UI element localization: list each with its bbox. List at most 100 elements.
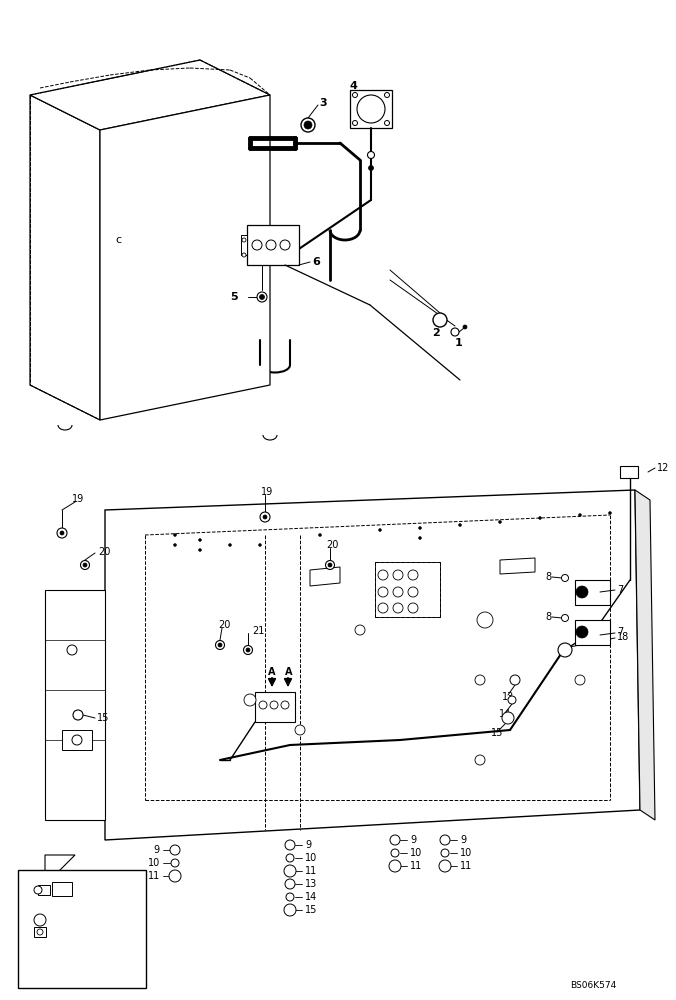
Circle shape: [257, 292, 267, 302]
Circle shape: [326, 560, 335, 570]
Circle shape: [390, 835, 400, 845]
Text: 7: 7: [617, 585, 623, 595]
Bar: [350, 90, 392, 128]
Text: 15: 15: [97, 713, 110, 723]
Text: $A$~: $A$~: [22, 954, 41, 966]
Circle shape: [385, 120, 389, 125]
Circle shape: [73, 710, 83, 720]
Circle shape: [418, 526, 422, 530]
Circle shape: [295, 725, 305, 735]
Circle shape: [408, 603, 418, 613]
Circle shape: [378, 587, 388, 597]
Bar: [247, 225, 299, 265]
Circle shape: [508, 696, 516, 704]
Text: 11: 11: [460, 861, 473, 871]
Circle shape: [575, 675, 585, 685]
Text: 7: 7: [617, 627, 623, 637]
Circle shape: [433, 313, 447, 327]
Circle shape: [355, 625, 365, 635]
Text: 6: 6: [312, 257, 320, 267]
Text: 20: 20: [326, 540, 339, 550]
Circle shape: [284, 865, 296, 877]
Circle shape: [475, 675, 485, 685]
Circle shape: [357, 95, 385, 123]
Circle shape: [228, 544, 231, 546]
Circle shape: [284, 904, 296, 916]
Circle shape: [243, 646, 253, 654]
Circle shape: [244, 694, 256, 706]
Circle shape: [391, 849, 399, 857]
Circle shape: [352, 120, 358, 125]
Circle shape: [286, 893, 294, 901]
Circle shape: [440, 835, 450, 845]
Text: 21: 21: [252, 626, 264, 636]
Circle shape: [393, 587, 403, 597]
Bar: [375, 562, 440, 617]
Circle shape: [458, 524, 462, 526]
Circle shape: [439, 860, 451, 872]
Polygon shape: [45, 590, 105, 820]
Circle shape: [352, 93, 358, 98]
Bar: [34, 927, 46, 937]
Circle shape: [463, 325, 467, 329]
Polygon shape: [635, 490, 655, 820]
Circle shape: [393, 570, 403, 580]
Text: 9: 9: [410, 835, 416, 845]
Circle shape: [37, 929, 43, 935]
Polygon shape: [30, 60, 270, 130]
Text: 11: 11: [305, 866, 317, 876]
Circle shape: [242, 238, 246, 242]
Text: 9: 9: [154, 845, 160, 855]
Circle shape: [408, 587, 418, 597]
Circle shape: [328, 563, 332, 567]
Circle shape: [281, 701, 289, 709]
Circle shape: [562, 614, 569, 621]
Circle shape: [389, 860, 401, 872]
Text: 3: 3: [319, 98, 327, 108]
Circle shape: [368, 165, 374, 170]
Circle shape: [304, 121, 312, 129]
Text: 11: 11: [148, 871, 160, 881]
Circle shape: [378, 603, 388, 613]
Circle shape: [218, 643, 222, 647]
Text: BS06K574: BS06K574: [570, 980, 617, 990]
Text: 8: 8: [545, 612, 551, 622]
Circle shape: [285, 840, 295, 850]
Text: 18: 18: [617, 632, 629, 642]
Bar: [575, 580, 610, 605]
Circle shape: [174, 544, 176, 546]
Circle shape: [475, 755, 485, 765]
Circle shape: [378, 570, 388, 580]
Circle shape: [258, 544, 262, 546]
Circle shape: [576, 626, 588, 638]
Text: 13: 13: [502, 692, 514, 702]
Bar: [52, 882, 72, 896]
Bar: [575, 620, 610, 645]
Text: A: A: [268, 667, 276, 677]
Text: 20: 20: [98, 547, 110, 557]
Circle shape: [83, 563, 87, 567]
Circle shape: [418, 536, 422, 540]
Circle shape: [502, 712, 514, 724]
Circle shape: [441, 849, 449, 857]
Circle shape: [34, 886, 42, 894]
Text: 15: 15: [305, 905, 317, 915]
Text: 15: 15: [491, 728, 504, 738]
Text: 17: 17: [20, 915, 32, 925]
Circle shape: [170, 845, 180, 855]
Text: 4: 4: [350, 81, 358, 91]
Circle shape: [57, 528, 67, 538]
Circle shape: [171, 859, 179, 867]
Circle shape: [67, 645, 77, 655]
Text: 16: 16: [19, 890, 31, 900]
Circle shape: [558, 643, 572, 657]
Circle shape: [34, 914, 46, 926]
Circle shape: [408, 570, 418, 580]
Circle shape: [510, 675, 520, 685]
Text: 19: 19: [261, 487, 273, 497]
Circle shape: [199, 548, 201, 552]
Bar: [18, 870, 146, 988]
Text: 1: 1: [455, 338, 463, 348]
Circle shape: [242, 253, 246, 257]
Text: 20: 20: [218, 620, 231, 630]
